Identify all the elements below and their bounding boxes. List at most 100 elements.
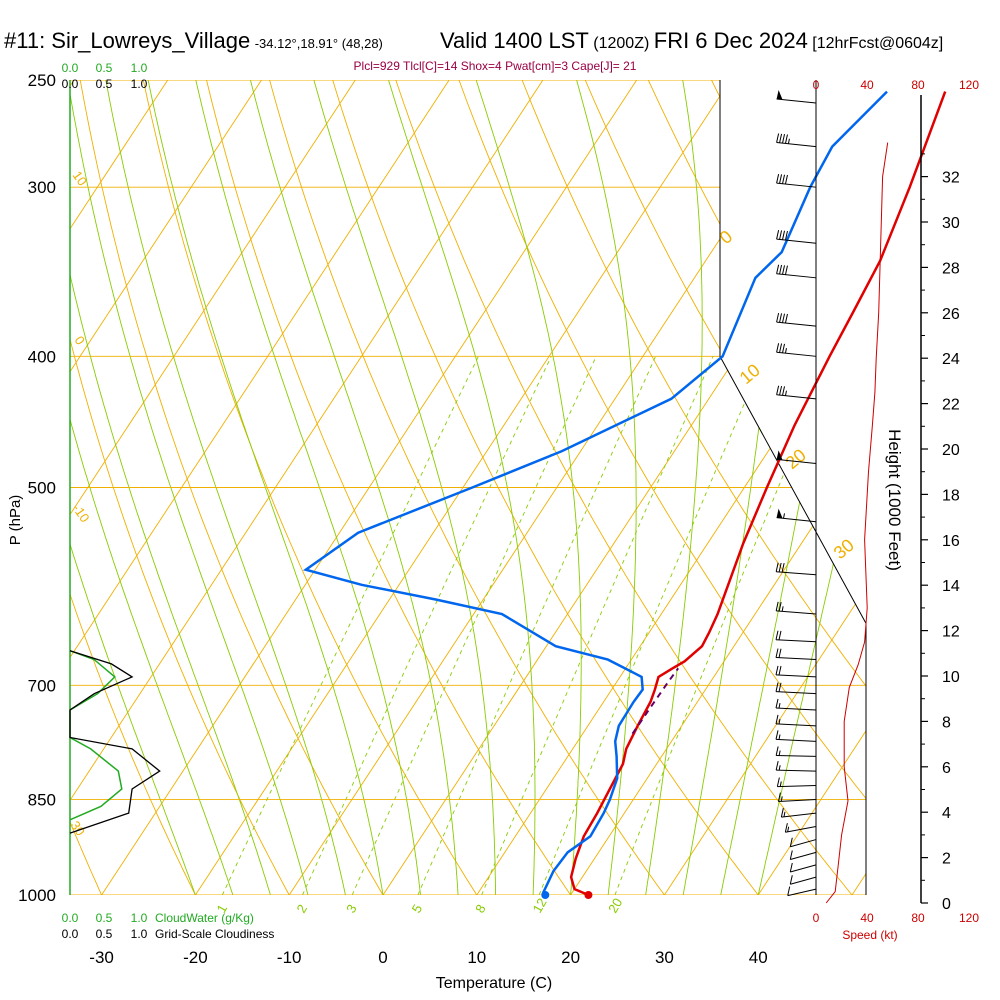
wind-barb bbox=[776, 450, 817, 464]
wind-barb-feather bbox=[782, 313, 786, 323]
height-tick-label: 10 bbox=[942, 669, 960, 686]
mixing-ratio-label: 3 bbox=[343, 902, 360, 916]
isotherm-line bbox=[70, 80, 262, 895]
mixing-ratio-label: 2 bbox=[293, 902, 310, 916]
forecast-label: [12hrFcst@0604z] bbox=[812, 35, 944, 52]
wind-barb bbox=[776, 133, 817, 148]
wind-barb bbox=[787, 886, 817, 897]
height-tick-label: 32 bbox=[942, 170, 960, 187]
pressure-tick-label: 1000 bbox=[18, 886, 56, 905]
height-tick-label: 2 bbox=[942, 851, 951, 868]
wind-barb-feather bbox=[775, 601, 779, 612]
mixing-ratio-line bbox=[417, 356, 657, 895]
wind-barb bbox=[775, 761, 817, 772]
wind-barb-staff bbox=[775, 723, 817, 727]
wind-barb-feather bbox=[779, 230, 783, 240]
speed-tick-bottom: 80 bbox=[911, 911, 925, 925]
wind-barb-half bbox=[784, 348, 787, 354]
dry-adiabat-line bbox=[521, 80, 866, 895]
wind-barb-staff bbox=[776, 517, 817, 523]
wind-barb-feather bbox=[778, 665, 782, 676]
cloudiness-label: Grid-Scale Cloudiness bbox=[155, 927, 274, 941]
cloudwater-tick-bottom: 1.0 bbox=[131, 911, 148, 925]
wind-barb-staff bbox=[790, 876, 817, 885]
height-tick-label: 22 bbox=[942, 397, 960, 414]
temperature-tick-label: -10 bbox=[277, 948, 302, 967]
moist-adiabat-line bbox=[388, 80, 536, 895]
wind-barb-half bbox=[787, 138, 790, 144]
wind-barb-staff bbox=[790, 839, 817, 848]
wind-barb bbox=[775, 601, 817, 615]
date-label: FRI 6 Dec 2024 bbox=[653, 28, 808, 53]
wind-barb-staff bbox=[787, 888, 817, 897]
wind-barb-staff bbox=[775, 707, 817, 711]
header: #11: Sir_Lowreys_Village -34.12°,18.91° … bbox=[4, 28, 383, 54]
moist-adiabat-line bbox=[70, 80, 196, 895]
wind-barb-feather bbox=[775, 714, 779, 724]
wind-barb-flag bbox=[776, 89, 783, 100]
dry-adiabat-label: 0 bbox=[716, 226, 737, 248]
wind-barb-feather bbox=[776, 230, 780, 240]
moist-adiabat-line bbox=[70, 80, 234, 895]
wind-barb-feather bbox=[784, 313, 788, 324]
dry-adiabat-line bbox=[142, 80, 478, 895]
wind-barb bbox=[776, 89, 817, 104]
height-tick-label: 30 bbox=[942, 215, 960, 232]
mixing-ratio-label: 20 bbox=[605, 895, 625, 915]
dry-adiabat-line bbox=[0, 80, 8, 895]
wind-barb-feather bbox=[784, 823, 788, 833]
wind-barb bbox=[776, 173, 817, 188]
wind-barb-feather bbox=[775, 746, 779, 756]
wind-barb-feather bbox=[779, 313, 783, 323]
moist-adiabat-line bbox=[70, 80, 271, 895]
wind-barb-feather bbox=[775, 761, 779, 771]
wind-barb-staff bbox=[790, 864, 817, 873]
cloudiness-tick-bottom: 0.0 bbox=[62, 927, 79, 941]
cloudiness-tick-bottom: 1.0 bbox=[131, 927, 148, 941]
wind-barb-staff bbox=[776, 321, 817, 327]
mixing-ratio-line bbox=[538, 356, 766, 895]
pressure-tick-label: 250 bbox=[28, 71, 56, 90]
wind-barb-staff bbox=[776, 394, 817, 400]
wind-barb-staff bbox=[775, 657, 817, 661]
wind-barb bbox=[775, 682, 817, 695]
parcel-profile bbox=[631, 667, 680, 735]
wind-barb-feather bbox=[782, 174, 786, 184]
wind-barb-feather bbox=[779, 385, 783, 396]
wind-barb-feather bbox=[782, 134, 786, 144]
wind-barb bbox=[775, 630, 817, 643]
wind-barb-half bbox=[783, 811, 786, 817]
wind-barb-feather bbox=[775, 648, 779, 658]
dry-adiabat-line bbox=[837, 80, 866, 895]
wind-barb-feather bbox=[784, 134, 788, 144]
wind-barb bbox=[775, 714, 817, 727]
isotherm-line bbox=[664, 80, 866, 895]
speed-tick-bottom: 40 bbox=[860, 911, 874, 925]
moist-adiabat-label: 30 bbox=[68, 818, 89, 838]
wind-barb bbox=[775, 746, 817, 757]
moist-adiabat-line bbox=[249, 80, 459, 895]
moist-adiabat-line bbox=[195, 80, 421, 895]
wind-barb bbox=[776, 343, 817, 357]
cloudiness-tick-top: 0.5 bbox=[96, 77, 113, 91]
wind-barb-staff bbox=[777, 784, 817, 788]
temperature-tick-label: -20 bbox=[183, 948, 208, 967]
height-tick-label: 26 bbox=[942, 306, 960, 323]
dewpoint-profile bbox=[302, 90, 888, 896]
wind-barb-staff bbox=[790, 851, 817, 861]
mixing-ratio-line bbox=[221, 356, 479, 895]
wind-barb bbox=[775, 730, 817, 742]
plot-area bbox=[0, 80, 866, 895]
height-tick-label: 20 bbox=[942, 442, 960, 459]
wind-barb-feather bbox=[777, 792, 781, 802]
isotherm-line bbox=[851, 80, 866, 895]
wind-barb-half bbox=[779, 781, 782, 787]
wind-barb-staff bbox=[775, 639, 817, 643]
speed-tick-top: 0 bbox=[813, 78, 820, 92]
mixing-ratio-label: 5 bbox=[409, 902, 426, 916]
dry-adiabat-line bbox=[70, 80, 196, 895]
wind-barb-feather bbox=[779, 264, 783, 275]
mixing-ratio-label: 12 bbox=[530, 895, 550, 915]
indices-text: Plcl=929 Tlcl[C]=14 Shox=4 Pwat[cm]=3 Ca… bbox=[354, 59, 637, 73]
wind-barb-staff bbox=[776, 610, 817, 615]
